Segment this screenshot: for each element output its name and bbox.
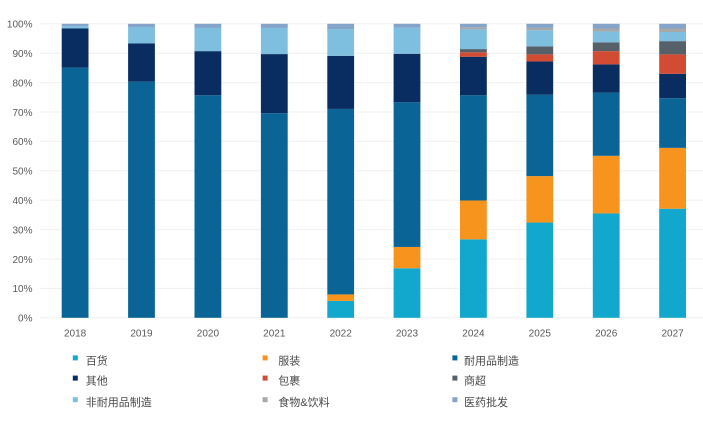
svg-text:0%: 0% [18, 314, 33, 325]
svg-text:2020: 2020 [197, 329, 220, 340]
svg-text:非耐用品制造: 非耐用品制造 [86, 395, 152, 409]
svg-text:2022: 2022 [330, 329, 353, 340]
svg-text:80%: 80% [12, 78, 32, 89]
svg-text:100%: 100% [7, 20, 33, 31]
svg-text:耐用品制造: 耐用品制造 [464, 353, 519, 367]
svg-text:20%: 20% [12, 255, 32, 266]
svg-text:90%: 90% [12, 49, 32, 60]
svg-text:40%: 40% [12, 196, 32, 207]
svg-text:50%: 50% [12, 167, 32, 178]
svg-text:医药批发: 医药批发 [464, 395, 508, 409]
svg-text:2025: 2025 [529, 329, 552, 340]
svg-text:其他: 其他 [86, 375, 108, 388]
svg-text:70%: 70% [12, 108, 32, 119]
svg-text:服装: 服装 [278, 354, 300, 367]
svg-text:2023: 2023 [396, 329, 419, 340]
svg-text:2026: 2026 [595, 329, 618, 340]
svg-text:30%: 30% [12, 225, 32, 236]
svg-text:百货: 百货 [86, 353, 108, 367]
svg-text:2027: 2027 [661, 329, 684, 340]
svg-text:60%: 60% [12, 137, 32, 148]
svg-text:食物&饮料: 食物&饮料 [278, 395, 329, 409]
svg-text:包裹: 包裹 [278, 374, 300, 388]
svg-text:商超: 商超 [464, 374, 486, 388]
svg-text:10%: 10% [12, 284, 32, 295]
svg-text:2021: 2021 [263, 329, 286, 340]
svg-text:2024: 2024 [462, 329, 485, 340]
svg-text:2019: 2019 [130, 329, 153, 340]
svg-text:2018: 2018 [64, 329, 87, 340]
